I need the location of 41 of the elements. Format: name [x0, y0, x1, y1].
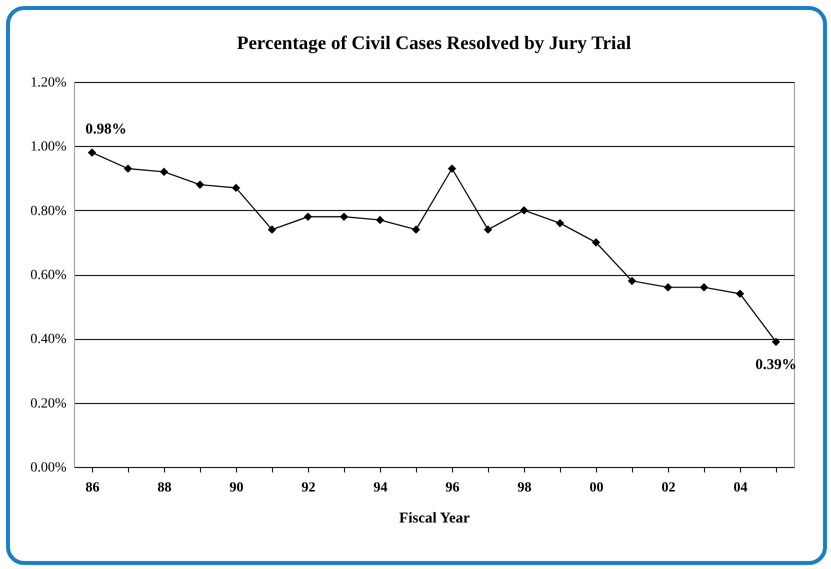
point	[772, 338, 780, 346]
x-tick-label: 02	[662, 480, 676, 496]
point	[88, 148, 96, 157]
point	[376, 216, 384, 224]
y-tick-label: 0.20%	[30, 396, 67, 412]
y-tick-label: 0.60%	[30, 268, 67, 283]
point	[268, 225, 276, 234]
chart-title: Percentage of Civil Cases Resolved by Jury Trial	[236, 33, 632, 54]
point	[628, 276, 636, 286]
y-tick-label: 0.00%	[30, 460, 67, 476]
y-tick-label: 1.20%	[30, 76, 67, 90]
x-tick-label: 00	[590, 480, 604, 496]
x-tick-label: 90	[230, 480, 244, 496]
x-tick-label: 94	[374, 480, 388, 496]
x-tick-label: 98	[518, 480, 532, 496]
point	[304, 212, 312, 221]
x-tick-label: 86	[86, 480, 100, 496]
x-tick-label: 04	[734, 480, 748, 496]
data-label: 0.98%	[85, 122, 127, 138]
point	[592, 238, 600, 247]
x-tick-label: 88	[158, 480, 172, 496]
point	[340, 212, 348, 221]
x-tick-label: 96	[446, 480, 460, 496]
point	[664, 283, 672, 292]
point	[232, 184, 240, 192]
y-tick-label: 0.40%	[30, 332, 67, 348]
y-tick-label: 1.00%	[30, 140, 67, 155]
point	[160, 168, 168, 176]
point	[520, 206, 528, 215]
point	[412, 225, 420, 234]
point	[736, 290, 744, 298]
point	[448, 164, 456, 173]
point	[556, 218, 564, 228]
x-tick-label: 92	[302, 480, 316, 496]
y-tick-label: 0.80%	[30, 204, 67, 219]
point	[196, 180, 204, 189]
data-label: 0.39%	[755, 356, 797, 373]
point	[124, 164, 132, 173]
point	[700, 283, 708, 292]
point	[484, 225, 492, 234]
x-axis-title: Fiscal Year	[399, 510, 470, 526]
